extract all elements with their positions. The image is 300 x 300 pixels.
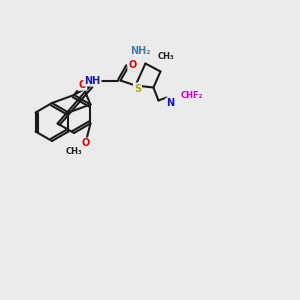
Text: CH₃: CH₃ <box>157 52 174 61</box>
Text: O: O <box>81 139 90 148</box>
Text: N: N <box>167 98 175 109</box>
Text: NH₂: NH₂ <box>130 46 151 56</box>
Text: CHF₂: CHF₂ <box>180 91 202 100</box>
Text: NH: NH <box>84 76 101 85</box>
Text: CH₃: CH₃ <box>65 147 82 156</box>
Text: O: O <box>128 59 136 70</box>
Text: S: S <box>134 83 141 94</box>
Text: O: O <box>78 80 86 90</box>
